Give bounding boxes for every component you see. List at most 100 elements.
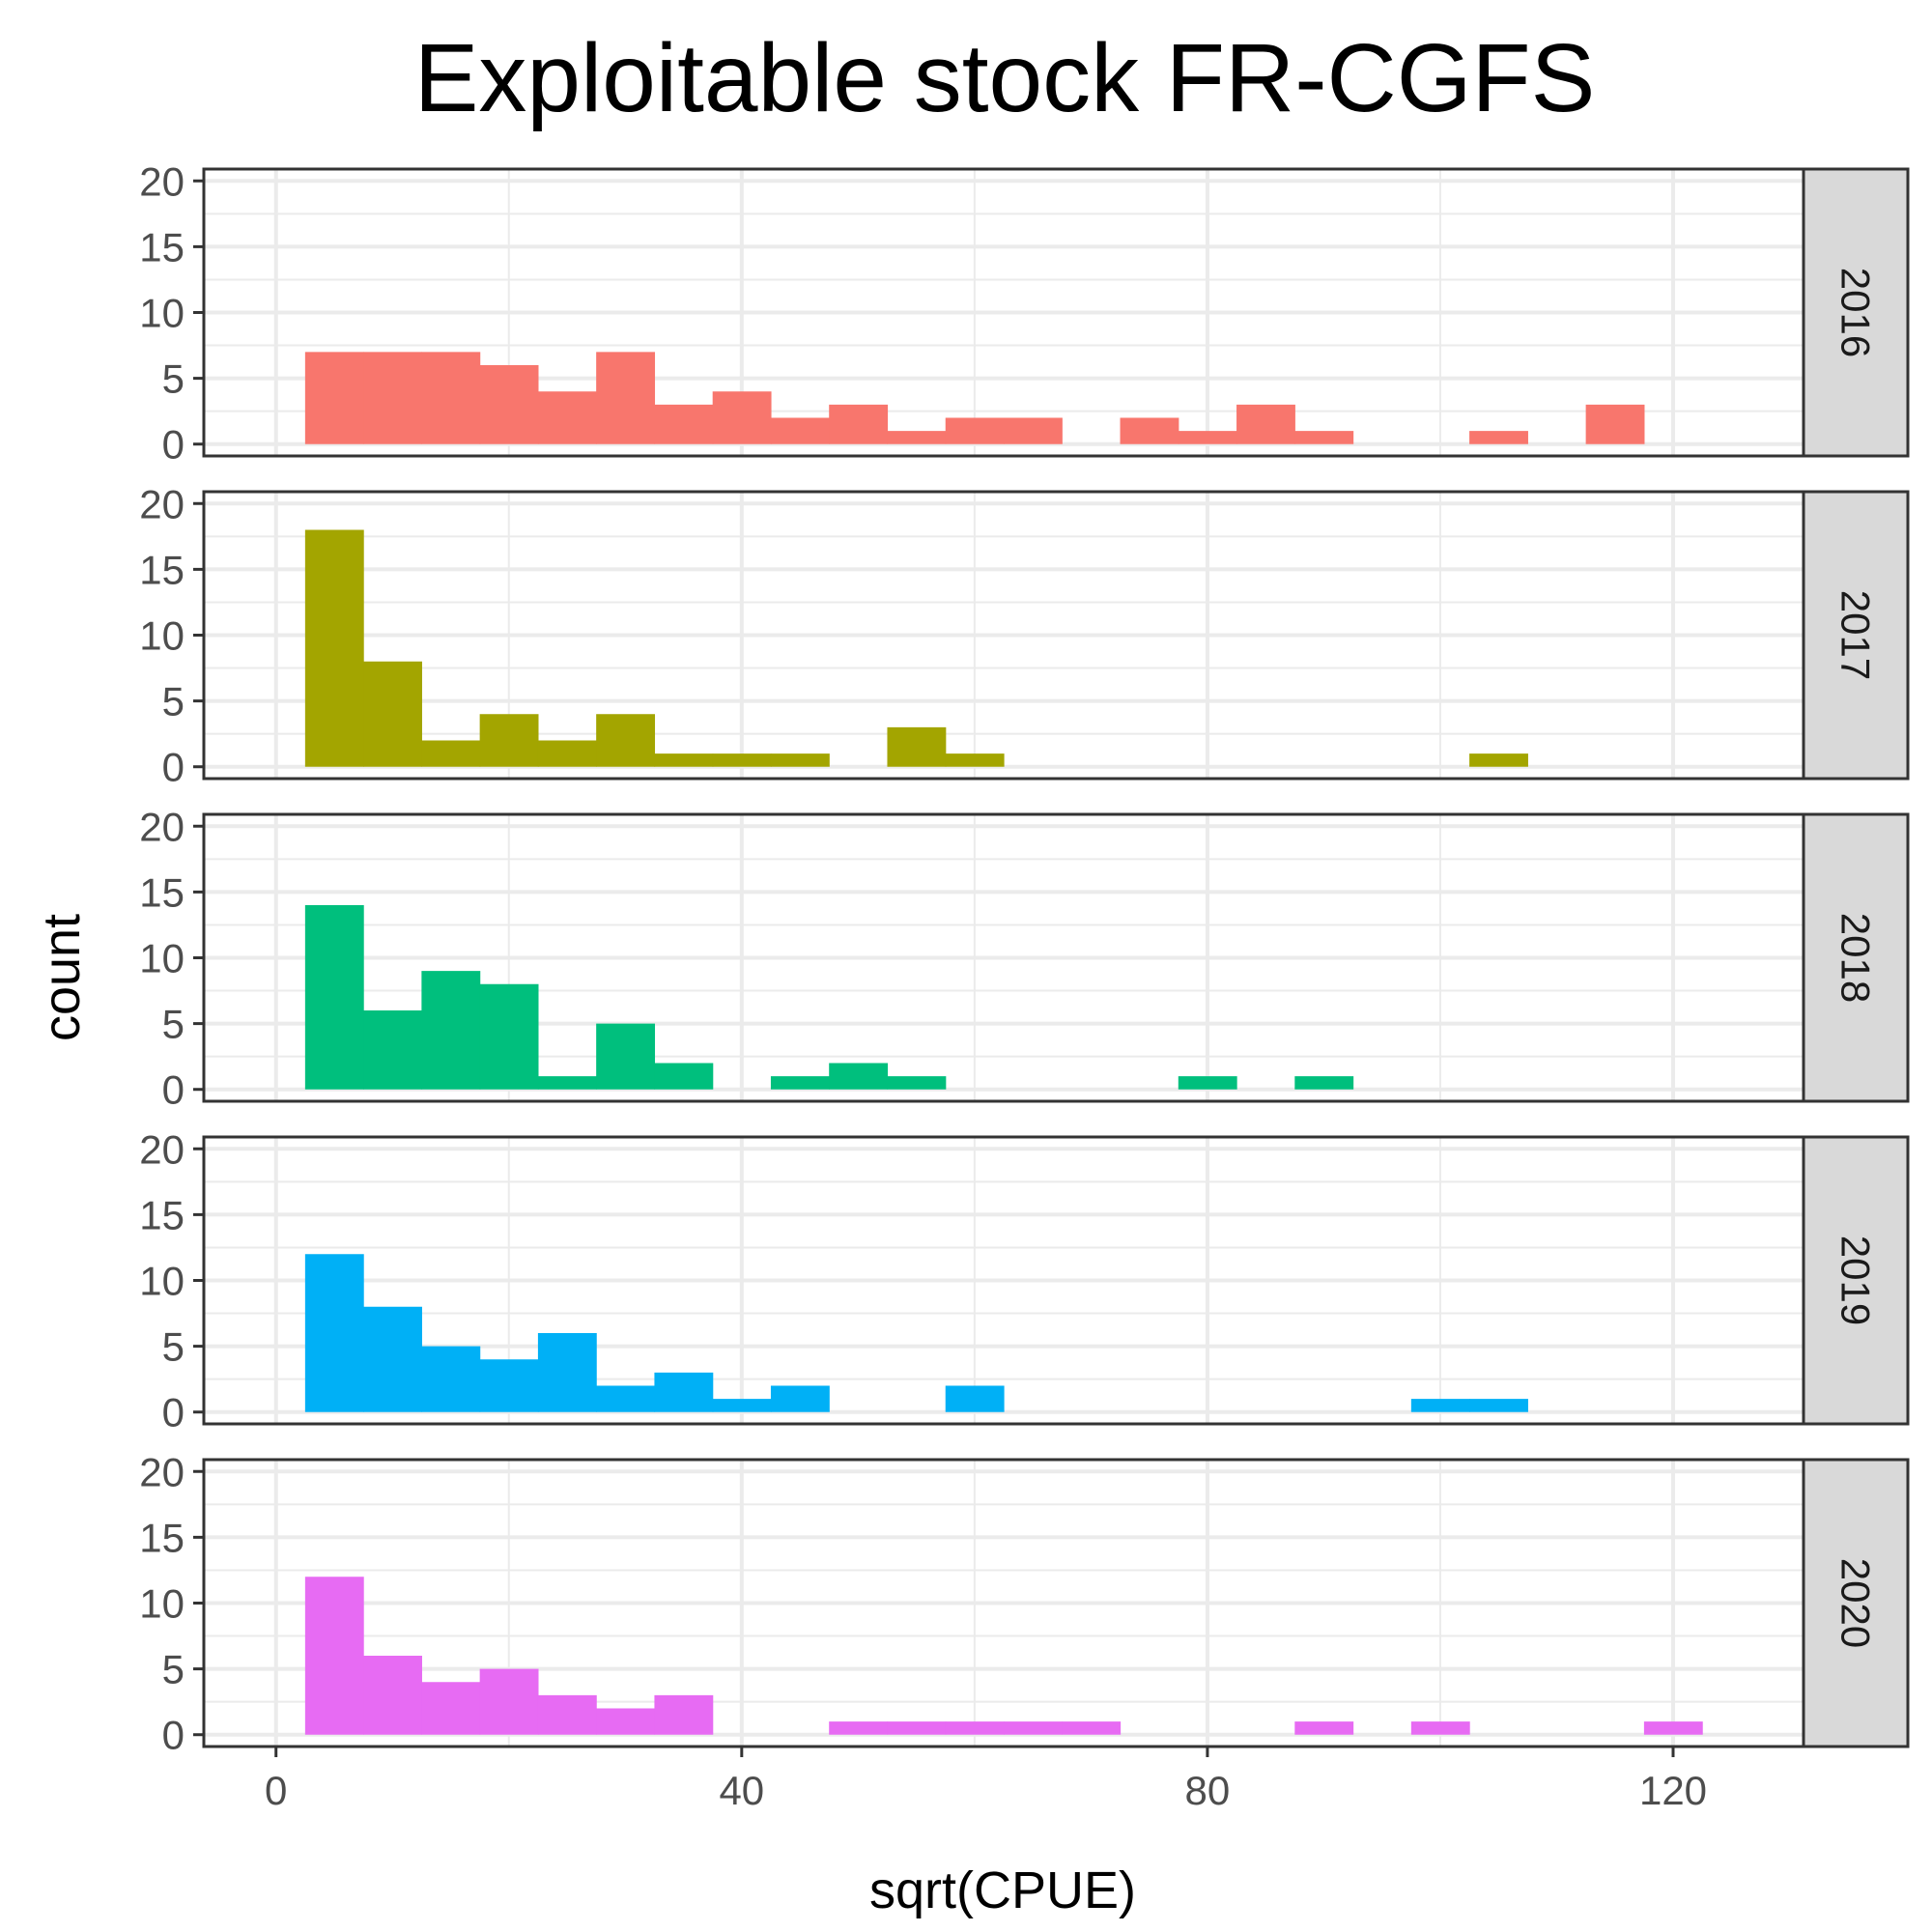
- histogram-bar: [654, 1372, 714, 1412]
- histogram-bar: [887, 726, 947, 767]
- histogram-bar: [654, 1063, 714, 1090]
- histogram-bar: [537, 1076, 597, 1090]
- x-tick-label: 40: [719, 1768, 764, 1813]
- histogram-bar: [770, 417, 830, 444]
- histogram-bar: [304, 1254, 364, 1412]
- y-tick-label: 15: [139, 224, 185, 270]
- histogram-bar: [770, 753, 830, 767]
- histogram-bar: [363, 1306, 422, 1412]
- facet-panel-2016: 0 5 10 15 20 2016: [139, 158, 1910, 468]
- histogram-bar: [887, 1721, 947, 1735]
- histogram-bar: [1294, 1076, 1354, 1090]
- histogram-bar: [537, 391, 597, 444]
- facet-strip: [1802, 167, 1910, 458]
- y-tick-label: 20: [139, 1126, 185, 1172]
- facet-panel-2017: 0 5 10 15 20 2017: [139, 481, 1910, 790]
- histogram-bar: [537, 1332, 597, 1412]
- x-tick-label: 0: [265, 1768, 287, 1813]
- facet-strip-label: 2019: [1833, 1236, 1879, 1325]
- histogram-bar: [479, 714, 539, 767]
- histogram-bar: [1410, 1399, 1470, 1412]
- facet-panel-2019: 0 5 10 15 20 2019: [139, 1126, 1910, 1435]
- histogram-bar: [537, 1694, 597, 1735]
- y-tick-label: 0: [162, 1390, 185, 1435]
- y-tick-label: 5: [162, 1324, 185, 1370]
- histogram-bar: [596, 1023, 656, 1090]
- y-tick-label: 5: [162, 679, 185, 724]
- facet-strip-label: 2020: [1833, 1558, 1879, 1648]
- histogram-bar: [596, 1708, 656, 1735]
- facet-strip: [1802, 1135, 1910, 1426]
- histogram-bar: [1469, 753, 1528, 767]
- y-tick-label: 20: [139, 481, 185, 526]
- histogram-bar: [537, 740, 597, 767]
- y-tick-label: 15: [139, 547, 185, 592]
- y-tick-label: 0: [162, 1067, 185, 1113]
- histogram-bar: [654, 753, 714, 767]
- histogram-bar: [1178, 1076, 1237, 1090]
- histogram-bar: [304, 905, 364, 1090]
- facet-strip: [1802, 1458, 1910, 1748]
- histogram-bar: [1178, 431, 1237, 444]
- histogram-bar: [421, 971, 481, 1090]
- histogram-bar: [712, 753, 772, 767]
- histogram-bar: [479, 983, 539, 1090]
- y-tick-label: 15: [139, 1192, 185, 1237]
- histogram-bar: [421, 740, 481, 767]
- y-tick-label: 20: [139, 158, 185, 204]
- y-tick-label: 20: [139, 804, 185, 849]
- histogram-bar: [479, 1668, 539, 1735]
- facet-strip-label: 2016: [1833, 268, 1879, 357]
- histogram-bar: [363, 1655, 422, 1735]
- histogram-bar: [1004, 417, 1063, 444]
- histogram-bar: [1120, 417, 1179, 444]
- facet-strip-label: 2017: [1833, 590, 1879, 680]
- histogram-bar: [304, 1577, 364, 1735]
- facet-strip: [1802, 812, 1910, 1103]
- histogram-bar: [1004, 1721, 1063, 1735]
- histogram-bar: [363, 1009, 422, 1090]
- histogram-bar: [829, 1063, 889, 1090]
- histogram-bar: [945, 1721, 1005, 1735]
- histogram-bar: [712, 391, 772, 444]
- facet-panel-2018: 0 5 10 15 20 2018: [139, 804, 1910, 1113]
- histogram-bar: [1469, 431, 1528, 444]
- histogram-bar: [829, 404, 889, 444]
- histogram-bar: [712, 1399, 772, 1412]
- y-tick-label: 15: [139, 869, 185, 915]
- y-tick-label: 0: [162, 745, 185, 790]
- y-tick-label: 10: [139, 1581, 185, 1627]
- facet-panels: 0 5 10 15 20 2016 0 5 10 15 20 2017 0 5 10 15 20 2018 0 5 10…: [139, 158, 1910, 1758]
- histogram-bar: [479, 1359, 539, 1412]
- histogram-bar: [1469, 1399, 1528, 1412]
- histogram-bar: [1062, 1721, 1122, 1735]
- histogram-bar: [1294, 1721, 1354, 1735]
- y-tick-label: 10: [139, 936, 185, 981]
- histogram-bar: [829, 1721, 889, 1735]
- histogram-bar: [421, 1682, 481, 1735]
- y-tick-label: 10: [139, 1259, 185, 1304]
- y-tick-label: 5: [162, 356, 185, 402]
- facet-strip-label: 2018: [1833, 913, 1879, 1003]
- y-tick-label: 20: [139, 1449, 185, 1494]
- histogram-bar: [654, 404, 714, 444]
- histogram-bar: [1643, 1721, 1703, 1735]
- histogram-bar: [887, 1076, 947, 1090]
- histogram-bar: [770, 1076, 830, 1090]
- histogram-bar: [596, 714, 656, 767]
- y-axis-title: count: [33, 914, 91, 1041]
- histogram-bar: [945, 417, 1005, 444]
- y-tick-label: 10: [139, 291, 185, 336]
- histogram-bar: [421, 352, 481, 444]
- histogram-bar: [1585, 404, 1645, 444]
- histogram-bar: [363, 661, 422, 767]
- histogram-bar: [1294, 431, 1354, 444]
- histogram-bar: [596, 1385, 656, 1412]
- histogram-bar: [887, 431, 947, 444]
- histogram-bar: [945, 753, 1005, 767]
- histogram-bar: [1236, 404, 1295, 444]
- histogram-bar: [770, 1385, 830, 1412]
- x-tick-label: 120: [1639, 1768, 1707, 1813]
- y-tick-label: 0: [162, 1713, 185, 1758]
